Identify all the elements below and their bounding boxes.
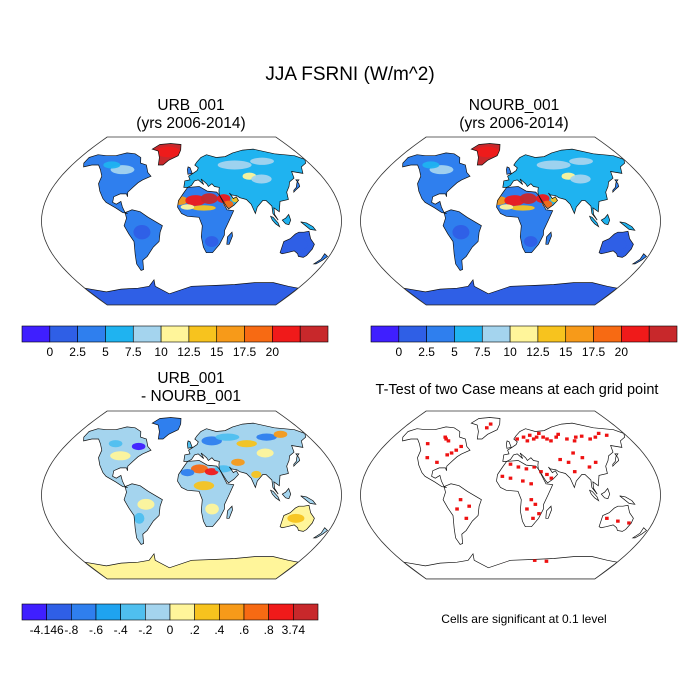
panel-title-line1: URB_001 <box>157 97 225 114</box>
panel-title-line1: URB_001 <box>157 370 225 387</box>
panel-title-line2: (yrs 2006-2014) <box>459 115 569 132</box>
panel-title-nourb: NOURB_001 (yrs 2006-2014) <box>354 97 674 133</box>
map-nourb <box>360 136 661 306</box>
colorbar-swatch <box>565 325 594 343</box>
panel-title-urb: URB_001 (yrs 2006-2014) <box>36 97 346 133</box>
figure-title: JJA FSRNI (W/m^2) <box>265 64 435 85</box>
colorbar-swatch <box>370 325 400 343</box>
colorbar-swatch <box>188 325 218 343</box>
panel-title-line1: NOURB_001 <box>468 97 560 114</box>
map-ttest-significance <box>360 410 661 580</box>
colorbar-swatch <box>272 325 301 343</box>
colorbar-tick-label: .2 <box>190 623 200 637</box>
colorbar-tick-label: 0 <box>46 345 53 359</box>
colorbar-swatch <box>160 325 190 343</box>
colorbar-tick-label: 17.5 <box>582 345 606 359</box>
colorbar-tick-label: 12.5 <box>177 345 201 359</box>
colorbar-swatch <box>454 325 483 343</box>
colorbar-tick-label: -.8 <box>64 623 78 637</box>
colorbar-swatch <box>426 325 455 343</box>
colorbar-swatch <box>105 325 134 343</box>
colorbar-swatch <box>21 325 51 343</box>
colorbar-tick-label: 10 <box>154 345 168 359</box>
colorbar-swatch <box>268 603 294 621</box>
colorbar-swatch <box>481 325 511 343</box>
colorbar-tick-label: 2.5 <box>69 345 86 359</box>
colorbar-absolute-left: 0 2.5 5 7.5 10 12.5 15 17.5 20 <box>21 325 329 359</box>
colorbar-swatch <box>71 603 97 621</box>
colorbar-tick-label: 7.5 <box>474 345 491 359</box>
colorbar-tick-label: -.2 <box>138 623 152 637</box>
colorbar-swatch <box>120 603 146 621</box>
colorbar-swatch <box>299 325 329 343</box>
colorbar-swatch <box>398 325 427 343</box>
colorbar-tick-label: -.4 <box>114 623 128 637</box>
colorbar-tick-label: 0 <box>395 345 402 359</box>
colorbar-swatch <box>509 325 539 343</box>
colorbar-tick-label: 20 <box>615 345 629 359</box>
colorbar-swatch <box>219 603 245 621</box>
colorbar-tick-label: 17.5 <box>233 345 257 359</box>
colorbar-tick-label: 5 <box>102 345 109 359</box>
colorbar-swatch <box>621 325 650 343</box>
panel-title-line2: (yrs 2006-2014) <box>136 115 246 132</box>
panel-title-ttest: T-Test of two Case means at each grid po… <box>375 382 659 398</box>
colorbar-swatch <box>77 325 106 343</box>
colorbar-swatch <box>593 325 622 343</box>
colorbar-tick-label: 3.74 <box>282 623 306 637</box>
significance-note: Cells are significant at 0.1 level <box>441 612 607 626</box>
colorbar-tick-label: 10 <box>503 345 517 359</box>
colorbar-swatch <box>537 325 567 343</box>
map-urb <box>41 136 342 306</box>
colorbar-difference: -4.146 -.8 -.6 -.4 -.2 0 .2 .4 .6 .8 3.74 <box>21 603 319 637</box>
colorbar-swatch <box>244 325 273 343</box>
colorbar-tick-label: 7.5 <box>125 345 142 359</box>
colorbar-tick-label: 15 <box>559 345 573 359</box>
colorbar-swatch <box>216 325 245 343</box>
colorbar-swatch <box>194 603 220 621</box>
colorbar-tick-label: 5 <box>451 345 458 359</box>
colorbar-tick-label: 15 <box>210 345 224 359</box>
colorbar-swatch <box>648 325 678 343</box>
colorbar-tick-label: 2.5 <box>418 345 435 359</box>
colorbar-tick-label: .8 <box>264 623 274 637</box>
colorbar-swatch <box>132 325 162 343</box>
colorbar-swatch <box>145 603 171 621</box>
colorbar-absolute-right: 0 2.5 5 7.5 10 12.5 15 17.5 20 <box>370 325 678 359</box>
colorbar-tick-label: .4 <box>214 623 224 637</box>
colorbar-tick-label: 0 <box>167 623 174 637</box>
colorbar-tick-label: 20 <box>266 345 280 359</box>
map-difference <box>41 410 342 580</box>
colorbar-swatch <box>243 603 269 621</box>
colorbar-swatch <box>169 603 195 621</box>
colorbar-tick-label: .6 <box>239 623 249 637</box>
panel-title-line2: - NOURB_001 <box>141 388 241 405</box>
colorbar-swatch <box>49 325 78 343</box>
panel-title-difference: URB_001 - NOURB_001 <box>36 370 346 406</box>
colorbar-swatch <box>293 603 319 621</box>
colorbar-swatch <box>46 603 72 621</box>
colorbar-swatch <box>95 603 121 621</box>
colorbar-tick-label: -.6 <box>89 623 103 637</box>
colorbar-tick-label: -4.146 <box>30 623 64 637</box>
colorbar-swatch <box>21 603 47 621</box>
colorbar-tick-label: 12.5 <box>526 345 550 359</box>
